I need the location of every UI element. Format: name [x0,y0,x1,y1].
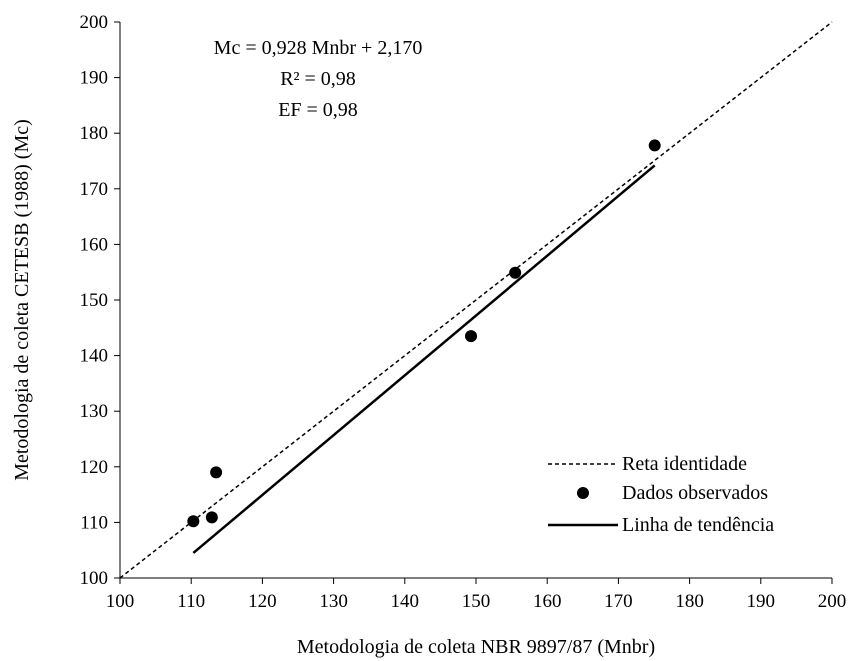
y-tick-label: 160 [80,234,109,255]
x-tick-label: 120 [248,591,277,612]
x-tick-label: 140 [391,591,420,612]
x-tick-label: 100 [106,591,135,612]
x-tick-label: 130 [319,591,348,612]
legend-marker-observed-data [577,487,589,499]
x-tick-label: 170 [604,591,633,612]
y-tick-label: 100 [80,568,109,589]
legend: Reta identidade Dados observados Linha d… [548,453,774,536]
y-tick-label: 140 [80,346,109,367]
y-tick-label: 170 [80,179,109,200]
legend-label-observed-data: Dados observados [622,482,768,504]
x-tick-label: 190 [747,591,776,612]
data-point [465,330,478,343]
data-point [205,511,218,524]
y-tick-label: 150 [80,290,109,311]
x-tick-label: 200 [818,591,847,612]
identity-line [119,21,833,579]
y-tick-label: 130 [80,401,109,422]
equation-annotation: Mc = 0,928 Mnbr + 2,170 R² = 0,98 EF = 0… [214,37,423,121]
y-ticks: 100 110 120 130 140 150 160 170 180 190 200 [80,12,120,589]
plot-area: 100 110 120 130 140 150 160 170 180 190 200 100 110… [80,12,847,612]
y-tick-label: 180 [80,123,109,144]
x-tick-label: 150 [462,591,491,612]
y-tick-label: 200 [80,12,109,33]
x-tick-label: 110 [177,591,205,612]
series-layer [119,21,833,579]
y-tick-label: 110 [80,512,108,533]
x-tick-label: 160 [533,591,562,612]
y-tick-label: 190 [80,68,109,89]
y-tick-label: 120 [80,457,109,478]
trend-line [192,164,656,554]
data-point [187,515,200,528]
r-squared-label: R² = 0,98 [280,68,356,90]
legend-label-identity-line: Reta identidade [622,453,747,475]
legend-label-trend-line: Linha de tendência [622,514,774,536]
x-axis-title: Metodologia de coleta NBR 9897/87 (Mnbr) [297,636,655,658]
x-ticks: 100 110 120 130 140 150 160 170 180 190 200 [106,578,847,612]
data-point [509,266,522,279]
data-point [648,139,661,152]
y-axis-title: Metodologia de coleta CETESB (1988) (Mc) [11,119,33,481]
ef-label: EF = 0,98 [278,99,358,121]
regression-equation: Mc = 0,928 Mnbr + 2,170 [214,37,423,59]
x-tick-label: 180 [675,591,704,612]
data-point [210,466,223,479]
